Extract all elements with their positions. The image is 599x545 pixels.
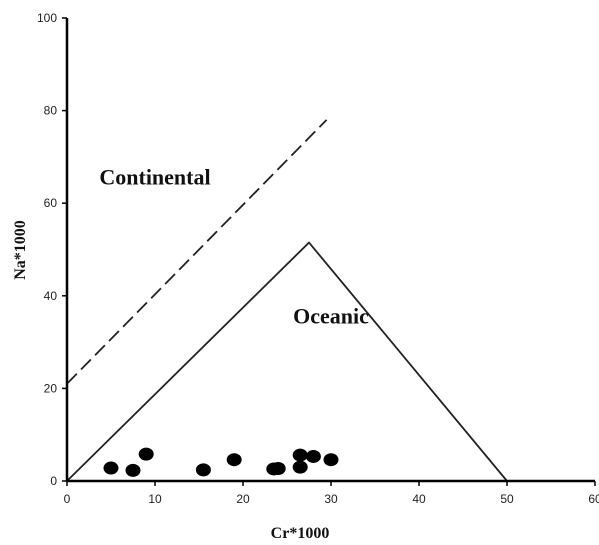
y-tick-label: 0: [50, 474, 57, 488]
region-labels: Continental Oceanic: [99, 165, 369, 329]
x-tick-label: 60: [588, 492, 599, 506]
region-label-oceanic: Oceanic: [293, 304, 369, 329]
tick-labels: 0 10 20 30 40 50 60 0 20 40 60 80 100: [37, 11, 599, 506]
y-axis-title: Na*1000: [12, 220, 29, 280]
x-tick-label: 10: [148, 492, 162, 506]
data-point: [138, 447, 154, 461]
data-point: [292, 460, 308, 474]
x-tick-label: 20: [236, 492, 250, 506]
y-tick-label: 100: [37, 11, 57, 25]
data-point: [125, 463, 141, 477]
x-tick-label: 50: [500, 492, 514, 506]
y-tick-label: 80: [44, 104, 58, 118]
boundary-lines: [66, 119, 508, 482]
region-label-continental: Continental: [99, 165, 210, 190]
data-point: [226, 453, 242, 467]
x-tick-label: 30: [324, 492, 338, 506]
data-point: [103, 461, 119, 475]
x-axis-title: Cr*1000: [271, 525, 330, 542]
data-point: [270, 461, 286, 475]
data-points: [103, 447, 339, 477]
y-tick-label: 60: [44, 196, 58, 210]
oceanic-triangle: [66, 241, 508, 482]
data-point: [292, 448, 308, 462]
y-tick-label: 20: [44, 381, 58, 395]
data-point: [323, 453, 339, 467]
continental-boundary: [66, 119, 328, 385]
x-tick-label: 0: [64, 492, 71, 506]
y-tick-label: 40: [44, 289, 58, 303]
data-point: [195, 463, 211, 477]
x-tick-label: 40: [412, 492, 426, 506]
data-point: [305, 449, 321, 463]
